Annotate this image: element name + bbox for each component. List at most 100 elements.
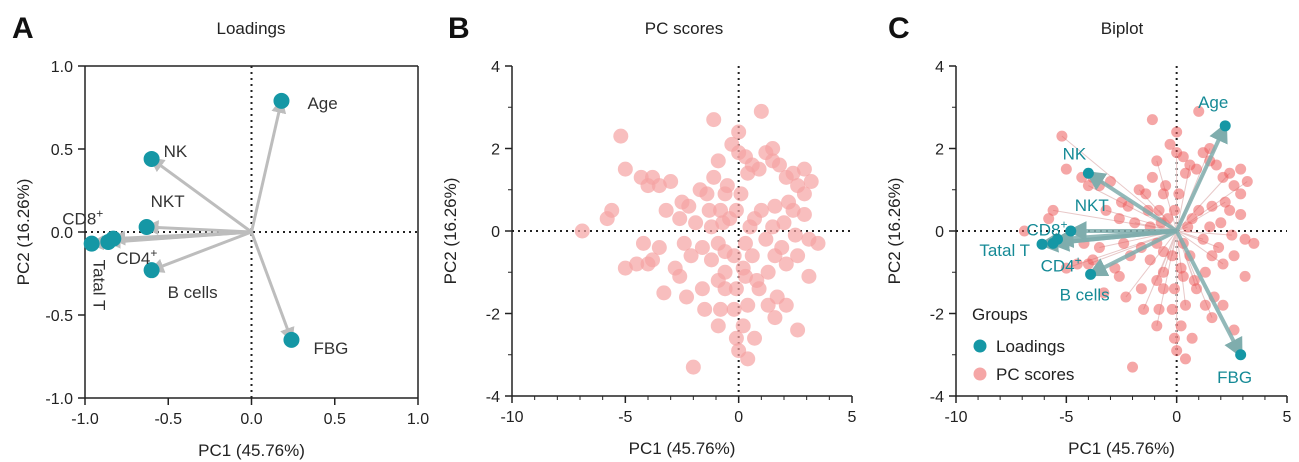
biplot-score-point xyxy=(1215,217,1227,229)
score-point xyxy=(713,301,729,317)
y-axis-label-C: PC2 (16.26%) xyxy=(885,178,904,285)
loading-point-nkt xyxy=(138,219,155,236)
biplot-score-point xyxy=(1047,204,1059,216)
score-point xyxy=(635,235,651,251)
score-point xyxy=(810,235,826,251)
score-point xyxy=(710,318,726,334)
y-tick-label-C: 4 xyxy=(935,59,944,76)
score-point xyxy=(726,301,742,317)
score-point xyxy=(785,202,801,218)
biplot-score-point xyxy=(1217,299,1229,311)
loading-label-nk: NK xyxy=(164,142,188,161)
biplot-label-nk: NK xyxy=(1063,144,1087,163)
score-point xyxy=(728,330,744,346)
biplot-score-point xyxy=(1168,204,1180,216)
score-point xyxy=(776,215,792,231)
score-point xyxy=(765,153,781,169)
score-point xyxy=(574,223,590,239)
score-point xyxy=(742,219,758,235)
score-point xyxy=(751,161,767,177)
loading-label-cd: CD8+ xyxy=(62,207,103,229)
score-point xyxy=(735,318,751,334)
biplot-score-point xyxy=(1206,250,1218,262)
biplot-score-point xyxy=(1082,258,1094,270)
biplot-score-point xyxy=(1239,233,1251,245)
biplot-loading-point-bcells xyxy=(1085,268,1097,280)
score-point xyxy=(701,202,717,218)
score-point xyxy=(719,178,735,194)
biplot-score-point xyxy=(1191,283,1203,295)
y-tick-label-A: -1.0 xyxy=(45,391,73,408)
score-point xyxy=(744,248,760,264)
biplot-arrow-age xyxy=(1174,122,1228,232)
biplot-score-point xyxy=(1177,151,1189,163)
score-point xyxy=(728,281,744,297)
biplot-score-point xyxy=(1113,270,1125,282)
biplot-score-point xyxy=(1056,130,1068,142)
loading-label-fbg: FBG xyxy=(313,339,348,358)
x-tick-label-A: -0.5 xyxy=(154,411,182,428)
score-point xyxy=(663,174,679,189)
biplot-score-point xyxy=(1160,180,1172,192)
biplot-score-point xyxy=(1235,163,1247,175)
x-tick-label-A: 0.5 xyxy=(324,411,346,428)
biplot-score-point xyxy=(1166,303,1178,315)
chart-title-A: Loadings xyxy=(216,19,285,38)
legend-marker-loadings xyxy=(973,339,987,353)
biplot-label-cd: CD8+ xyxy=(1026,217,1067,239)
legend: Groups Loadings PC scores xyxy=(972,305,1074,384)
score-point xyxy=(617,260,633,276)
biplot-score-point xyxy=(1179,353,1191,365)
loading-arrow-nkt xyxy=(143,220,252,236)
biplot-score-point xyxy=(1153,303,1165,315)
score-point xyxy=(753,202,769,218)
x-tick-label-A: 1.0 xyxy=(407,411,429,428)
x-tick-label-A: 0.0 xyxy=(240,411,262,428)
biplot-score-point xyxy=(1157,283,1169,295)
x-tick-label-B: -5 xyxy=(618,409,632,426)
score-point xyxy=(740,297,756,313)
biplot-arrow-bcells xyxy=(1087,229,1178,277)
biplot-score-point xyxy=(1199,299,1211,311)
biplot-score-point xyxy=(1151,155,1163,167)
biplot-loading-point-tatalt xyxy=(1036,238,1048,250)
biplot-label-cd: CD4+ xyxy=(1041,253,1082,275)
score-point xyxy=(651,178,667,194)
y-tick-label-B: 4 xyxy=(491,59,500,76)
y-tick-label-B: 2 xyxy=(491,142,500,159)
biplot-score-point xyxy=(1098,287,1110,299)
y-tick-label-B: -2 xyxy=(486,307,500,324)
biplot-score-point xyxy=(1118,237,1130,249)
biplot-score-point xyxy=(1182,221,1194,233)
legend-label-loadings: Loadings xyxy=(996,337,1065,356)
score-point xyxy=(769,289,785,305)
panel-letter-C: C xyxy=(888,12,910,45)
biplot-label-age: Age xyxy=(1198,93,1228,112)
score-point xyxy=(658,202,674,218)
biplot-score-point xyxy=(1116,196,1127,208)
loading-point-tatalt xyxy=(83,235,100,252)
biplot-score-point xyxy=(1135,283,1147,295)
score-point xyxy=(785,165,801,181)
y-tick-label-A: 0.5 xyxy=(51,142,73,159)
x-tick-label-C: -5 xyxy=(1059,409,1073,426)
biplot-loading-point-fbg xyxy=(1235,349,1247,361)
loading-point-cd xyxy=(100,233,117,250)
biplot-score-point xyxy=(1171,126,1183,138)
biplot-score-point xyxy=(1199,266,1211,278)
loading-point-fbg xyxy=(283,331,300,348)
score-point xyxy=(790,322,806,338)
biplot-score-point xyxy=(1071,258,1083,270)
legend-label-pcscores: PC scores xyxy=(996,365,1074,384)
score-point xyxy=(694,240,710,255)
biplot-score-point xyxy=(1166,250,1178,262)
chart-title-C: Biplot xyxy=(1101,19,1144,38)
score-point xyxy=(703,252,719,268)
biplot-score-point xyxy=(1177,270,1189,282)
score-point xyxy=(753,103,769,119)
score-point xyxy=(694,281,710,297)
loading-label-cd: CD4+ xyxy=(116,246,157,268)
biplot-score-point xyxy=(1197,233,1209,245)
score-point xyxy=(685,359,701,375)
